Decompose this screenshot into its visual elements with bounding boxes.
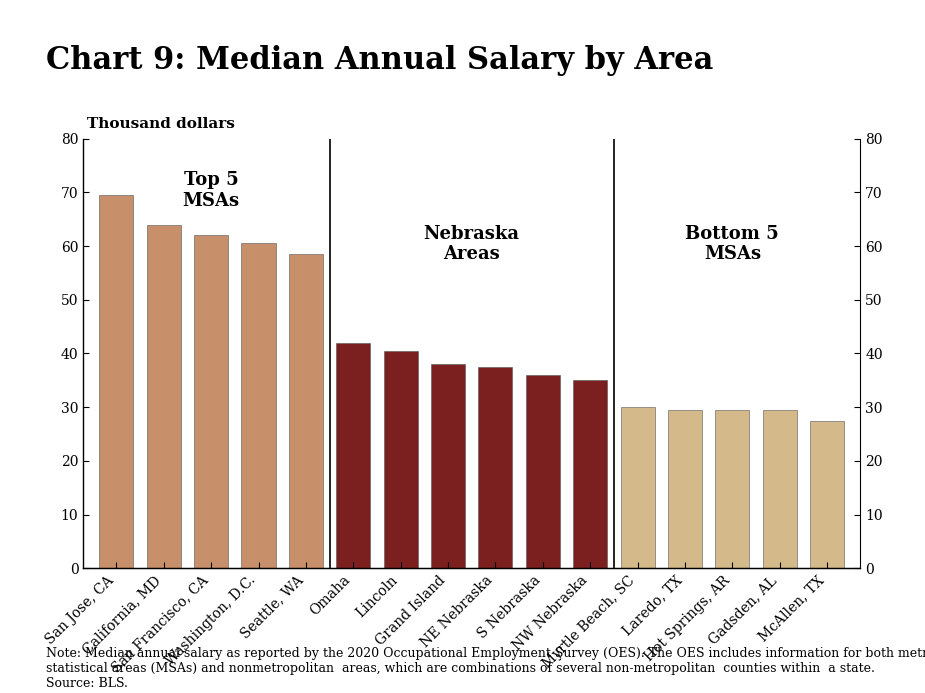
- Text: Chart 9: Median Annual Salary by Area: Chart 9: Median Annual Salary by Area: [46, 45, 713, 76]
- Bar: [431, 365, 465, 568]
- Bar: [762, 410, 796, 568]
- Bar: [525, 375, 560, 568]
- Bar: [621, 407, 655, 568]
- Bar: [574, 380, 607, 568]
- Bar: [147, 225, 181, 568]
- Text: Bottom 5
MSAs: Bottom 5 MSAs: [685, 225, 779, 263]
- Bar: [99, 195, 133, 568]
- Bar: [194, 235, 228, 568]
- Bar: [384, 351, 418, 568]
- Bar: [715, 410, 749, 568]
- Text: Nebraska
Areas: Nebraska Areas: [424, 225, 520, 263]
- Bar: [810, 421, 845, 568]
- Text: Top 5
MSAs: Top 5 MSAs: [182, 171, 240, 209]
- Bar: [337, 342, 370, 568]
- Text: Note: Median annual salary as reported by the 2020 Occupational Employment Surve: Note: Median annual salary as reported b…: [46, 647, 925, 690]
- Bar: [478, 367, 512, 568]
- Bar: [668, 410, 702, 568]
- Bar: [289, 254, 323, 568]
- Text: Thousand dollars: Thousand dollars: [87, 116, 235, 130]
- Bar: [241, 243, 276, 568]
